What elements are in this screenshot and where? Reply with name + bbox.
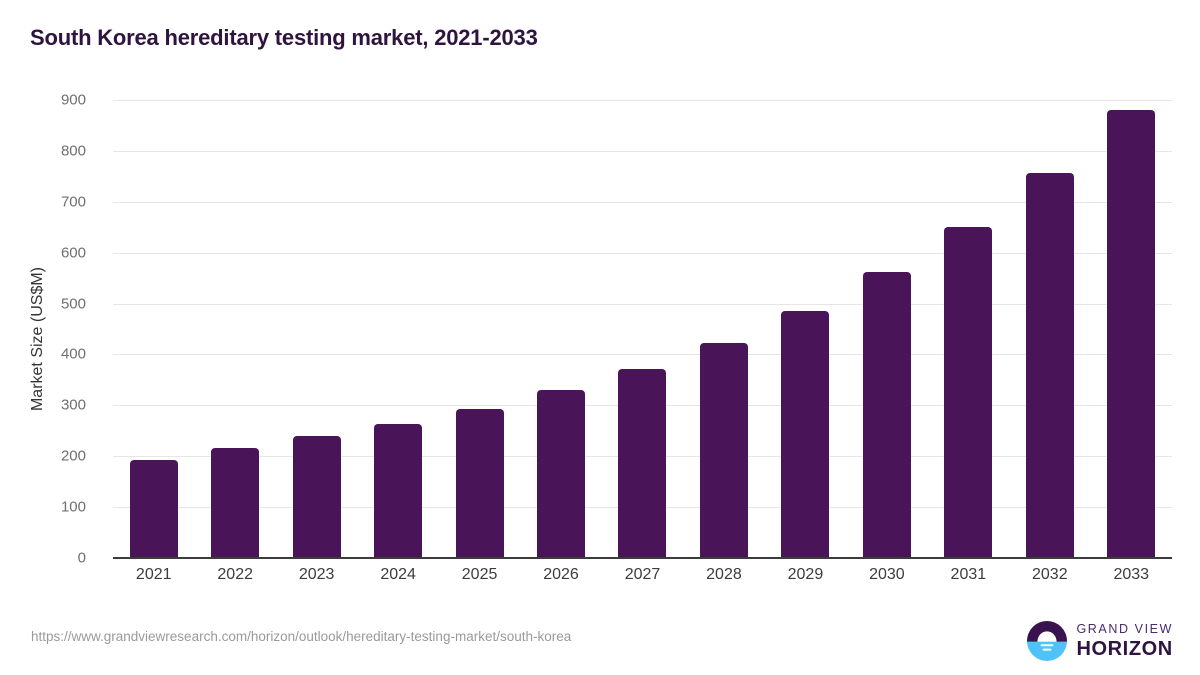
bar[interactable] [862, 272, 911, 558]
y-axis-ticklabels: 0 100 200 300 400 500 600 700 800 900 [0, 92, 100, 567]
bar[interactable] [292, 436, 341, 558]
x-tick-label: 2032 [1032, 566, 1068, 583]
bar-slot [194, 100, 275, 558]
bar[interactable] [1025, 172, 1074, 558]
y-tick-label: 900 [60, 91, 86, 109]
x-tick-label: 2023 [298, 566, 335, 583]
source-url[interactable]: https://www.grandviewresearch.com/horizo… [31, 629, 572, 644]
horizon-circle-icon [1027, 621, 1068, 661]
bar-slot [928, 100, 1009, 558]
bar-slot [765, 100, 846, 558]
bar-slot [1091, 100, 1172, 558]
y-tick-label: 700 [60, 193, 86, 211]
grand-view-horizon-logo[interactable]: GRAND VIEW HORIZON [1027, 621, 1173, 661]
x-axis-line [113, 557, 1172, 559]
bar-slot [602, 100, 683, 558]
x-tick-label: 2027 [624, 566, 661, 583]
x-tick-label: 2025 [461, 566, 498, 583]
bar[interactable] [781, 310, 830, 558]
page-title: South Korea hereditary testing market, 2… [30, 25, 538, 50]
x-tick-label: 2028 [706, 566, 742, 583]
logo-line-horizon: HORIZON [1076, 637, 1173, 660]
bar-slot [846, 100, 927, 558]
bar[interactable] [211, 447, 260, 558]
logo-line-grand-view: GRAND VIEW [1076, 622, 1173, 637]
bar[interactable] [537, 390, 586, 558]
x-tick-label: 2022 [217, 566, 253, 583]
y-axis-title: Market Size (US$M) [29, 266, 46, 412]
y-tick-label: 400 [60, 345, 86, 363]
y-tick-label: 100 [60, 498, 86, 516]
x-axis-ticklabels: 2021 2022 2023 2024 2025 2026 2027 2028 2029 2030… [113, 566, 1172, 594]
x-tick-label: 2024 [380, 566, 416, 583]
bar-series [113, 100, 1172, 558]
y-tick-label: 600 [60, 244, 86, 262]
bar-slot [520, 100, 601, 558]
y-tick-label: 300 [60, 396, 86, 414]
plot-area [113, 100, 1172, 559]
bar-slot [439, 100, 520, 558]
y-tick-label: 800 [60, 142, 86, 160]
bar-slot [113, 100, 194, 558]
x-tick-label: 2021 [135, 566, 172, 583]
bar[interactable] [1107, 110, 1156, 558]
bar-slot [1009, 100, 1090, 558]
y-tick-label: 200 [60, 447, 86, 465]
x-tick-label: 2030 [869, 566, 905, 583]
bar[interactable] [455, 408, 504, 558]
x-tick-label: 2026 [543, 566, 579, 583]
bar[interactable] [699, 343, 748, 558]
bar[interactable] [944, 227, 993, 558]
x-tick-label: 2029 [787, 566, 824, 583]
bar[interactable] [374, 424, 423, 558]
bar-slot [276, 100, 357, 558]
x-tick-label: 2031 [950, 566, 987, 583]
bar[interactable] [129, 459, 178, 558]
bar-slot [357, 100, 438, 558]
bar-slot [683, 100, 764, 558]
y-tick-label: 500 [60, 295, 86, 313]
x-tick-label: 2033 [1113, 566, 1150, 583]
logo-wordmark: GRAND VIEW HORIZON [1076, 623, 1173, 659]
y-tick-label: 0 [77, 549, 86, 567]
bar[interactable] [618, 369, 667, 558]
